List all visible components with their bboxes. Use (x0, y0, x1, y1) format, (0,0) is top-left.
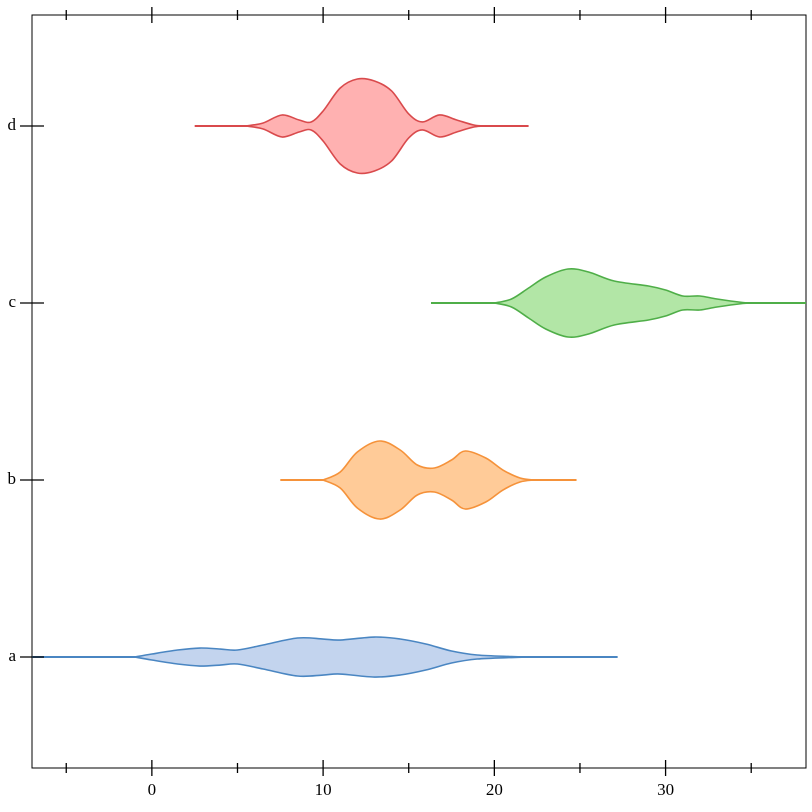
violin-body (323, 440, 534, 520)
violin-outline-bottom (245, 125, 486, 175)
violin-body (246, 78, 486, 174)
violin-body (494, 268, 752, 338)
violin-outline-bottom (322, 479, 534, 520)
y-tick-label: c (8, 292, 16, 311)
plot-area (32, 77, 806, 678)
violin-outline-bottom (134, 656, 529, 678)
violin-body (134, 636, 529, 678)
x-tick-label: 20 (486, 780, 503, 799)
violin-outline-bottom (494, 302, 752, 338)
violin-outline-top (494, 268, 752, 304)
x-tick-label: 30 (657, 780, 674, 799)
y-tick-label: a (8, 646, 16, 665)
x-tick-label: 10 (315, 780, 332, 799)
violin-outline-top (322, 440, 534, 481)
x-tick-label: 0 (148, 780, 157, 799)
violin-outline-top (245, 77, 486, 127)
plot-frame (31, 14, 807, 769)
y-tick-label: b (8, 469, 17, 488)
violin-outline-top (134, 636, 529, 658)
y-tick-label: d (8, 115, 17, 134)
